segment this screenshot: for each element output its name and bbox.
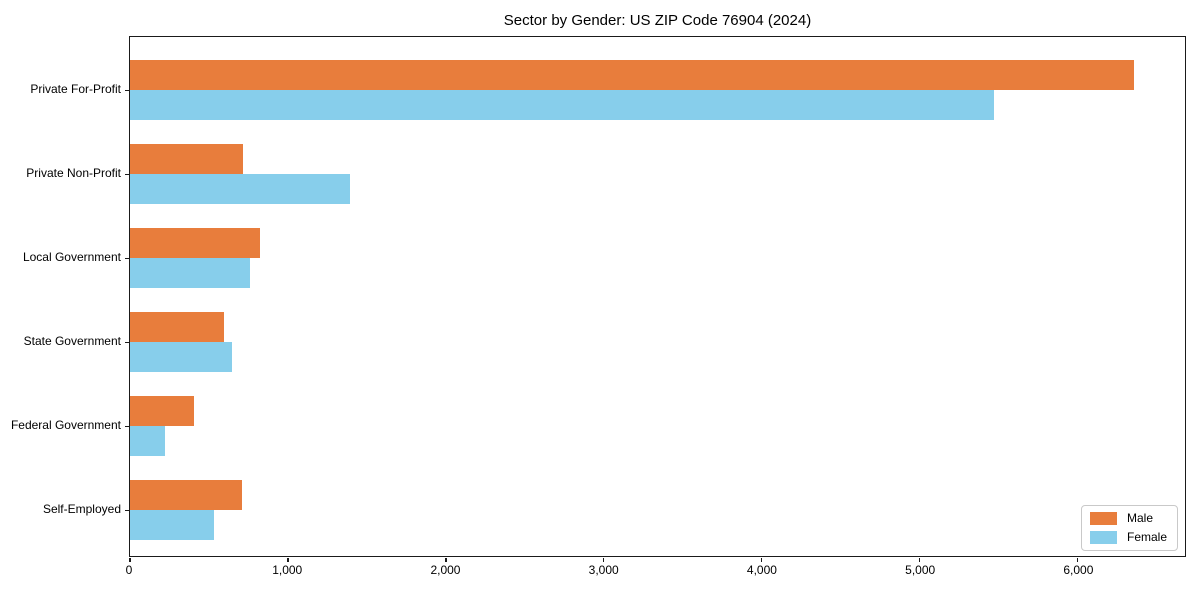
x-axis-labels: 0 1,000 2,000 3,000 4,000 5,000 6,000: [125, 563, 1186, 581]
x-tick-mark: [603, 557, 605, 562]
bar-male-2: [130, 228, 260, 258]
legend-item-male: Male: [1089, 511, 1167, 525]
y-tick-mark: [125, 257, 129, 259]
y-tick-mark: [125, 89, 129, 91]
y-axis-labels: Private For-Profit Private Non-Profit Loca…: [0, 36, 121, 557]
x-tick-label: 4,000: [746, 563, 777, 577]
x-tick-label: 3,000: [588, 563, 619, 577]
y-tick-mark: [125, 509, 129, 511]
y-tick-mark: [125, 341, 129, 343]
y-tick-label: Private Non-Profit: [26, 165, 121, 180]
legend: Male Female: [1080, 505, 1178, 551]
y-tick-label: State Government: [23, 333, 121, 348]
y-tick-mark: [125, 425, 129, 427]
x-tick-mark: [919, 557, 921, 562]
x-tick-label: 6,000: [1063, 563, 1094, 577]
y-tick-label: Local Government: [22, 249, 121, 264]
bar-female-1: [130, 174, 351, 204]
bar-male-5: [130, 480, 243, 510]
bar-female-3: [130, 342, 232, 372]
bar-male-4: [130, 396, 194, 426]
legend-label-female: Female: [1126, 530, 1167, 544]
x-tick-mark: [1076, 557, 1079, 562]
x-tick-mark: [129, 557, 131, 562]
plot-area: Male Female: [125, 36, 1186, 562]
bar-male-3: [130, 312, 224, 342]
legend-item-female: Female: [1089, 530, 1167, 544]
bar-male-0: [130, 60, 1135, 90]
female-swatch-icon: [1089, 530, 1117, 544]
x-tick-label: 5,000: [905, 563, 936, 577]
y-tick-mark: [125, 173, 129, 175]
y-tick-label: Self-Employed: [42, 501, 121, 516]
legend-label-male: Male: [1126, 511, 1153, 525]
bar-female-0: [130, 90, 994, 120]
y-tick-label: Private For-Profit: [30, 81, 121, 96]
x-tick-label: 1,000: [272, 563, 303, 577]
y-tick-label: Federal Government: [10, 417, 121, 432]
bar-female-4: [130, 426, 165, 456]
bar-female-5: [130, 510, 214, 540]
bar-female-2: [130, 258, 251, 288]
x-tick-mark: [287, 557, 289, 562]
bar-male-1: [130, 144, 243, 174]
chart-title: Sector by Gender: US ZIP Code 76904 (202…: [503, 12, 812, 29]
x-tick-mark: [761, 557, 763, 562]
x-tick-mark: [445, 557, 447, 562]
male-swatch-icon: [1089, 511, 1117, 525]
x-tick-label: 0: [125, 563, 133, 577]
x-tick-label: 2,000: [430, 563, 461, 577]
